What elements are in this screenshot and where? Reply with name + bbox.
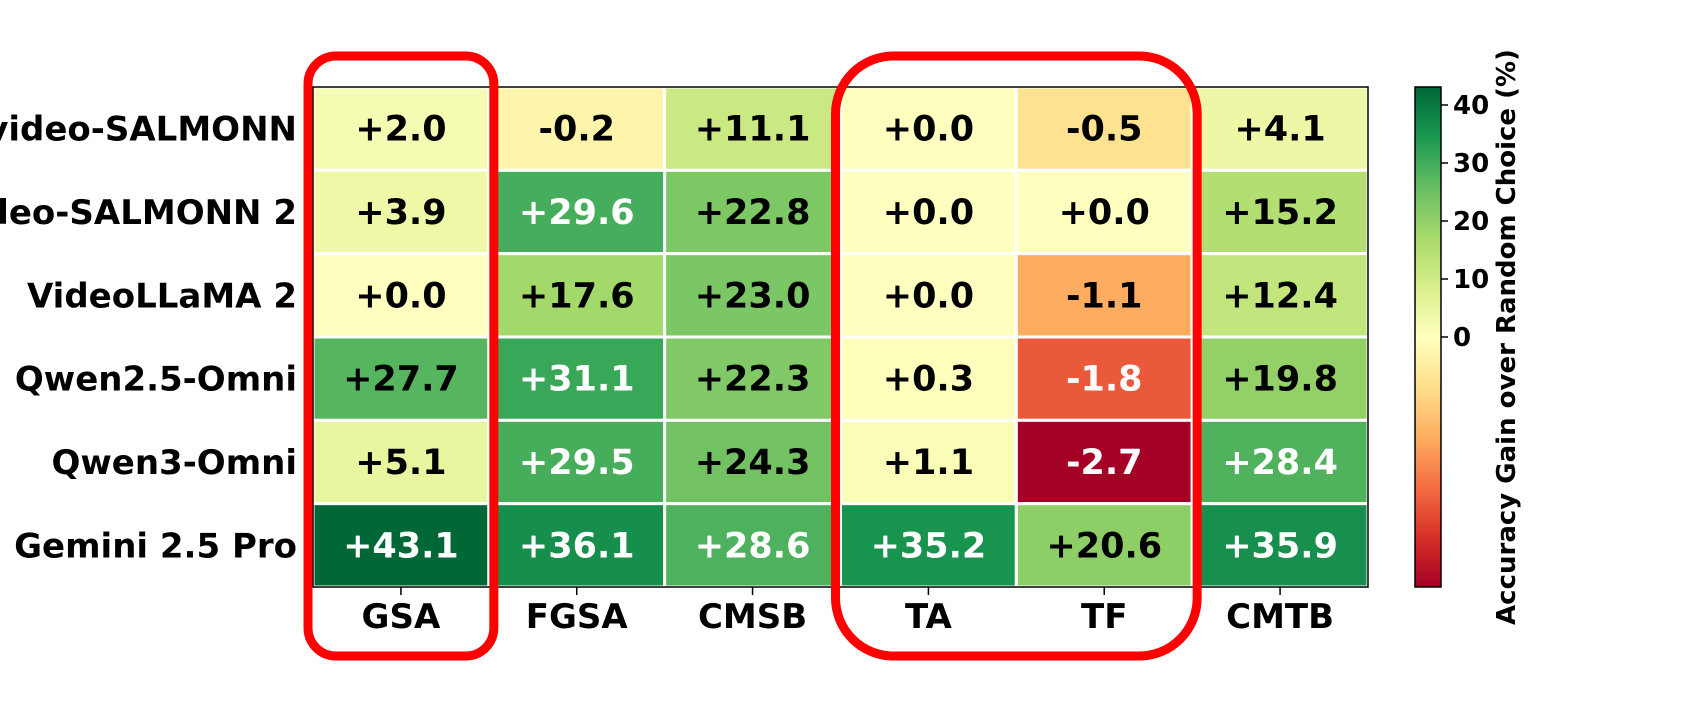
cell-value-label: +20.6: [1046, 526, 1162, 566]
heatmap-cell: [839, 252, 1018, 339]
cell-value-label: +22.3: [695, 360, 811, 400]
heatmap-cell: [1190, 252, 1370, 339]
cell-value-label: +11.1: [695, 110, 811, 150]
cell-value-label: +28.6: [695, 526, 811, 566]
cell-value-label: +2.0: [355, 110, 446, 150]
cell-value-label: +0.3: [883, 360, 974, 400]
cell-value-label: +0.0: [883, 276, 974, 316]
cell-value-label: +36.1: [519, 526, 635, 566]
heatmap-cell: [487, 85, 667, 172]
heatmap-cell: [1014, 335, 1194, 422]
column-label: CMSB: [698, 597, 807, 637]
cell-value-label: +43.1: [343, 526, 459, 566]
cell-value-label: -0.5: [1066, 110, 1143, 150]
cell-value-label: +22.8: [695, 193, 811, 233]
row-label: Gemini 2.5 Pro: [14, 526, 297, 566]
colorbar-title: Accuracy Gain over Random Choice (%): [1492, 49, 1522, 625]
heatmap-cell: [1190, 168, 1370, 256]
colorbar-ticks: 0 10 20 30 40: [1441, 91, 1489, 353]
cell-value-label: +23.0: [695, 276, 811, 316]
cell-value-label: +1.1: [883, 443, 974, 483]
cell-value-label: +0.0: [1059, 193, 1150, 233]
cell-value-label: +35.9: [1222, 526, 1338, 566]
cell-value-label: +29.5: [519, 443, 635, 483]
colorbar: 0 10 20 30 40 Accuracy Gain over Random Choi…: [1414, 49, 1522, 625]
heatmap-cell: [487, 168, 667, 256]
colorbar-tick-label: 20: [1453, 207, 1489, 237]
column-label: TA: [905, 597, 953, 637]
cell-value-label: +4.1: [1234, 110, 1325, 150]
cell-value-label: +35.2: [871, 526, 987, 566]
highlight-boxes: [303, 51, 1202, 661]
cell-value-label: +0.0: [355, 276, 446, 316]
heatmap-cell: [311, 335, 491, 422]
cell-value-label: -1.8: [1066, 360, 1143, 400]
colorbar-tick-label: 10: [1453, 265, 1489, 295]
heatmap-cell: [311, 502, 491, 589]
cell-value-label: +0.0: [883, 110, 974, 150]
heatmap-cell: [487, 252, 667, 339]
cell-value-label: +0.0: [883, 193, 974, 233]
row-label: video-SALMONN 2: [0, 193, 297, 233]
cell-value-label: +19.8: [1222, 360, 1338, 400]
cell-value-label: +31.1: [519, 360, 635, 400]
column-label: FGSA: [526, 597, 629, 637]
cell-value-label: -0.2: [538, 110, 615, 150]
heatmap-cell: [663, 418, 843, 506]
heatmap-cell: [1190, 85, 1370, 172]
colorbar-tick-label: 30: [1453, 149, 1489, 179]
cell-value-label: -1.1: [1066, 276, 1143, 316]
heatmap-cell: [1014, 418, 1194, 506]
row-label: Qwen3-Omni: [51, 443, 297, 483]
heatmap-cells: +2.0 -0.2 +11.1 +0.0 -0.5 +4.1 +3.9 +29.6 +22.8 +…: [311, 85, 1370, 589]
highlight-box: [831, 51, 1202, 661]
row-labels: video-SALMONN video-SALMONN 2 VideoLLaMA 2…: [0, 110, 313, 566]
colorbar-tick-label: 0: [1453, 323, 1471, 353]
heatmap-cell: [487, 335, 667, 422]
heatmap-cell: [663, 335, 843, 422]
heatmap-cell: [839, 418, 1018, 506]
cell-value-label: +3.9: [355, 193, 446, 233]
column-label: CMTB: [1226, 597, 1334, 637]
colorbar-tick-label: 40: [1453, 91, 1489, 121]
cell-value-label: -2.7: [1066, 443, 1143, 483]
cell-value-label: +17.6: [519, 276, 635, 316]
heatmap-cell: [1190, 502, 1370, 589]
row-label: Qwen2.5-Omni: [15, 360, 297, 400]
heatmap-cell: [839, 168, 1018, 256]
heatmap-cell: [839, 335, 1018, 422]
column-label: TF: [1081, 597, 1127, 637]
cell-value-label: +12.4: [1222, 276, 1338, 316]
heatmap-cell: [1014, 252, 1194, 339]
cell-value-label: +5.1: [355, 443, 446, 483]
cell-value-label: +29.6: [519, 193, 635, 233]
column-labels: GSA FGSA CMSB TA TF CMTB: [362, 587, 1334, 637]
row-label: VideoLLaMA 2: [27, 276, 297, 316]
cell-value-label: +27.7: [343, 360, 459, 400]
cell-value-label: +28.4: [1222, 443, 1338, 483]
colorbar-scale: [1414, 86, 1442, 588]
highlight-box: [303, 51, 499, 661]
column-label: GSA: [362, 597, 441, 637]
row-label: video-SALMONN: [0, 110, 297, 150]
cell-value-label: +15.2: [1222, 193, 1338, 233]
cell-value-label: +24.3: [695, 443, 811, 483]
